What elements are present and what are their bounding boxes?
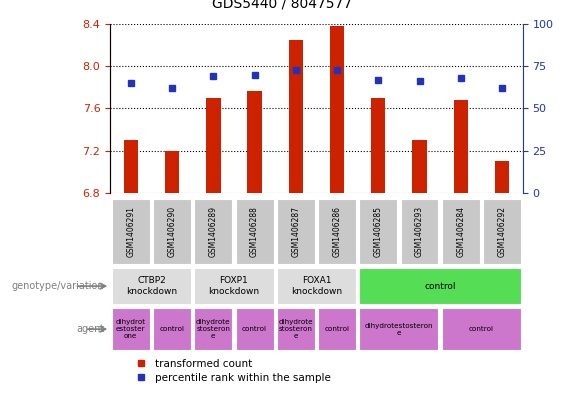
Bar: [289, 40, 303, 193]
Text: GSM1406286: GSM1406286: [333, 206, 341, 257]
Bar: [495, 161, 509, 193]
Bar: [277, 268, 356, 304]
Text: GSM1406291: GSM1406291: [127, 206, 135, 257]
Text: control: control: [242, 326, 267, 332]
Bar: [277, 309, 315, 350]
Text: GSM1406287: GSM1406287: [292, 206, 300, 257]
Bar: [194, 268, 273, 304]
Bar: [442, 309, 521, 350]
Bar: [165, 151, 179, 193]
Bar: [124, 140, 138, 193]
Text: genotype/variation: genotype/variation: [12, 281, 105, 291]
Text: control: control: [159, 326, 185, 332]
Bar: [153, 309, 191, 350]
Bar: [483, 199, 521, 264]
Text: control: control: [324, 326, 350, 332]
Text: agent: agent: [76, 324, 105, 334]
Legend: transformed count, percentile rank within the sample: transformed count, percentile rank withi…: [136, 359, 331, 383]
Text: control: control: [469, 326, 494, 332]
Bar: [359, 268, 521, 304]
Bar: [236, 309, 273, 350]
Bar: [247, 90, 262, 193]
Text: GDS5440 / 8047577: GDS5440 / 8047577: [212, 0, 353, 10]
Text: dihydrotestosteron
e: dihydrotestosteron e: [364, 323, 433, 336]
Bar: [330, 26, 344, 193]
Bar: [412, 140, 427, 193]
Text: GSM1406292: GSM1406292: [498, 206, 506, 257]
Text: GSM1406289: GSM1406289: [209, 206, 218, 257]
Text: GSM1406285: GSM1406285: [374, 206, 383, 257]
Text: dihydrote
stosteron
e: dihydrote stosteron e: [279, 319, 313, 339]
Text: CTBP2
knockdown: CTBP2 knockdown: [126, 276, 177, 296]
Bar: [318, 309, 356, 350]
Bar: [401, 199, 438, 264]
Bar: [359, 199, 397, 264]
Text: GSM1406288: GSM1406288: [250, 206, 259, 257]
Bar: [442, 199, 480, 264]
Text: dihydrot
estoster
one: dihydrot estoster one: [116, 319, 146, 339]
Bar: [277, 199, 315, 264]
Bar: [112, 199, 150, 264]
Bar: [371, 98, 385, 193]
Bar: [194, 199, 232, 264]
Bar: [194, 309, 232, 350]
Bar: [454, 100, 468, 193]
Text: GSM1406284: GSM1406284: [457, 206, 465, 257]
Bar: [236, 199, 273, 264]
Text: FOXA1
knockdown: FOXA1 knockdown: [291, 276, 342, 296]
Bar: [153, 199, 191, 264]
Bar: [359, 309, 438, 350]
Text: GSM1406293: GSM1406293: [415, 206, 424, 257]
Bar: [112, 268, 191, 304]
Text: dihydrote
stosteron
e: dihydrote stosteron e: [196, 319, 231, 339]
Bar: [112, 309, 150, 350]
Bar: [318, 199, 356, 264]
Text: FOXP1
knockdown: FOXP1 knockdown: [208, 276, 259, 296]
Text: control: control: [424, 282, 456, 290]
Text: GSM1406290: GSM1406290: [168, 206, 176, 257]
Bar: [206, 98, 220, 193]
